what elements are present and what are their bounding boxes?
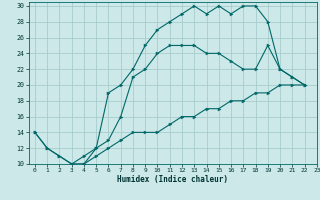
X-axis label: Humidex (Indice chaleur): Humidex (Indice chaleur)	[117, 175, 228, 184]
